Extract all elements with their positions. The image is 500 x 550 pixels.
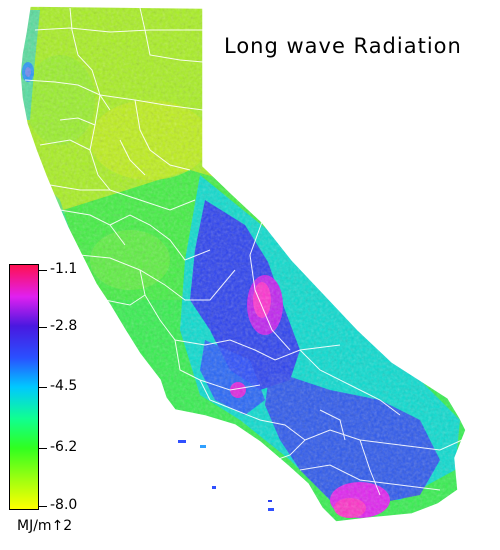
legend-tick-mark [39, 448, 47, 449]
channel-islands [178, 440, 274, 511]
legend-tick-label: -4.5 [50, 378, 78, 394]
legend-tick-mark [39, 387, 47, 388]
legend-tick-mark [39, 327, 47, 328]
color-scale-bar [9, 264, 39, 510]
legend-unit-label: MJ/m↑2 [17, 518, 73, 534]
legend-tick-label: -1.1 [50, 261, 78, 277]
legend-tick-label: -2.8 [50, 318, 78, 334]
map-title: Long wave Radiation [224, 34, 462, 58]
county-boundaries [24, 7, 463, 496]
legend-tick-mark [39, 506, 47, 507]
legend-tick-mark [39, 270, 47, 271]
legend-tick-label: -8.0 [50, 497, 78, 513]
legend-tick-label: -6.2 [50, 439, 78, 455]
